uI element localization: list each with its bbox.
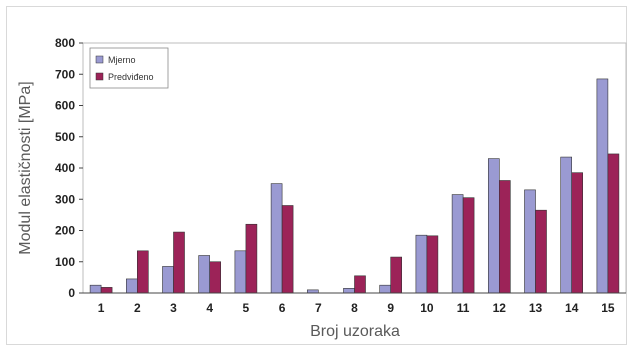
- x-tick-label: 12: [493, 301, 507, 315]
- bar-predvideno-14: [571, 172, 584, 294]
- y-tick-label: 600: [55, 99, 75, 113]
- x-tick-label: 5: [243, 301, 250, 315]
- x-tick-label: 15: [601, 301, 615, 315]
- y-tick-label: 800: [55, 36, 75, 50]
- legend-swatch-series-2: [95, 72, 104, 81]
- bar-mjerno-12: [487, 158, 500, 294]
- legend: Mjerno Predviđeno: [89, 47, 169, 89]
- legend-label-series-1: Mjerno: [108, 55, 136, 65]
- x-tick-label: 7: [315, 301, 322, 315]
- bar-predvideno-8: [354, 275, 366, 294]
- legend-box: [89, 47, 169, 89]
- x-tick-label: 4: [206, 301, 213, 315]
- bar-predvideno-9: [390, 256, 403, 294]
- bar-mjerno-5: [234, 250, 247, 294]
- legend-swatch-series-1: [95, 55, 104, 64]
- bars: [89, 78, 620, 294]
- bar-mjerno-8: [343, 288, 355, 294]
- bar-predvideno-11: [462, 197, 475, 294]
- bar-predvideno-15: [607, 153, 620, 294]
- x-tick-label: 1: [98, 301, 105, 315]
- bar-mjerno-13: [524, 189, 536, 294]
- y-tick-label: 300: [55, 192, 75, 206]
- y-axis-label: Modul elastičnosti [MPa]: [17, 81, 34, 254]
- y-axis-ticks: 0 100 200 300 400 500 600 700 800: [55, 36, 83, 300]
- y-tick-label: 0: [68, 286, 75, 300]
- bar-predvideno-4: [209, 261, 221, 294]
- bar-mjerno-14: [560, 156, 573, 294]
- x-axis-ticks: 1 2 3 4 5 6 7 8 9 10 11 12 13 14 15: [98, 301, 615, 315]
- bar-mjerno-6: [270, 183, 283, 294]
- bar-predvideno-3: [173, 231, 185, 294]
- bar-predvideno-1: [100, 287, 113, 294]
- x-tick-label: 8: [351, 301, 358, 315]
- bar-predvideno-10: [426, 235, 439, 294]
- bar-predvideno-5: [245, 223, 258, 294]
- bar-mjerno-9: [379, 284, 392, 294]
- bar-predvideno-6: [281, 205, 294, 294]
- y-tick-label: 200: [55, 224, 75, 238]
- bar-mjerno-11: [451, 194, 464, 294]
- x-tick-label: 9: [387, 301, 394, 315]
- y-tick-label: 500: [55, 130, 75, 144]
- bar-predvideno-12: [498, 180, 511, 294]
- y-tick-label: 400: [55, 161, 75, 175]
- bar-mjerno-1: [89, 284, 102, 294]
- bar-predvideno-2: [137, 250, 149, 294]
- bar-mjerno-10: [415, 234, 428, 294]
- legend-label-series-2: Predviđeno: [108, 72, 154, 82]
- bar-mjerno-2: [126, 278, 138, 294]
- y-tick-label: 100: [55, 255, 75, 269]
- bar-predvideno-13: [535, 209, 547, 294]
- bar-mjerno-15: [596, 78, 609, 294]
- x-tick-label: 13: [529, 301, 543, 315]
- x-tick-label: 6: [279, 301, 286, 315]
- x-tick-label: 14: [565, 301, 579, 315]
- x-tick-label: 2: [134, 301, 141, 315]
- x-tick-label: 3: [170, 301, 177, 315]
- x-tick-label: 11: [457, 301, 470, 315]
- x-tick-label: 10: [420, 301, 434, 315]
- x-axis-label: Broj uzoraka: [310, 323, 400, 340]
- bar-mjerno-4: [198, 255, 210, 294]
- y-tick-label: 700: [55, 67, 75, 81]
- bar-mjerno-3: [162, 266, 174, 294]
